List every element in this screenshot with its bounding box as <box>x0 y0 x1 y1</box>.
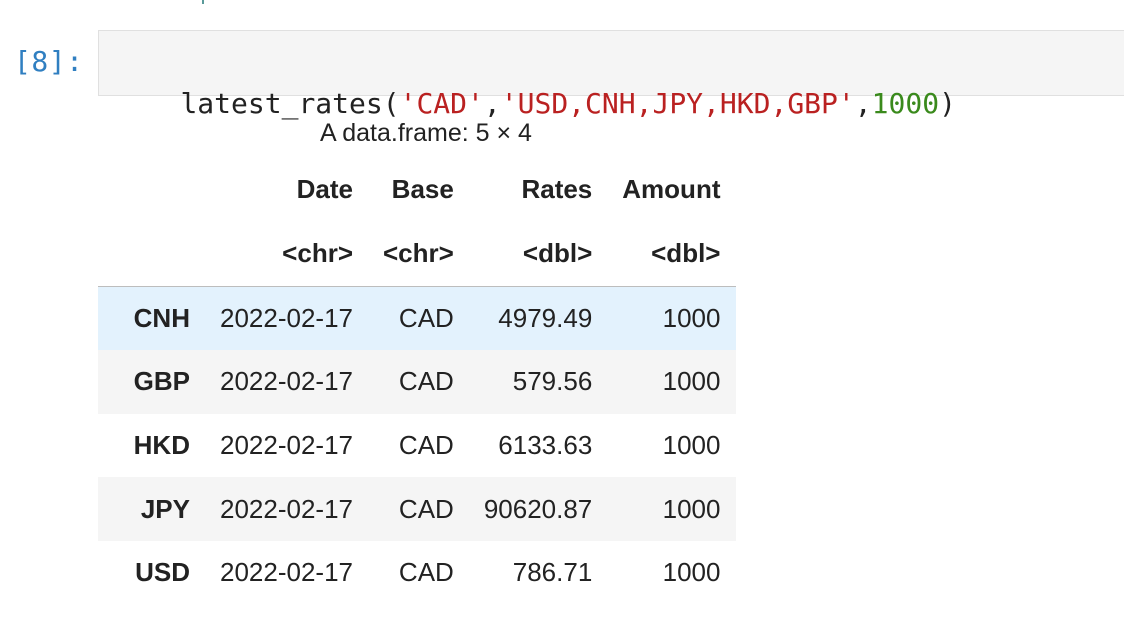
code-token-func: latest_rates( <box>180 87 400 120</box>
cell-amount: 1000 <box>662 493 721 524</box>
row-index: JPY <box>140 493 190 524</box>
cell-base: CAD <box>398 557 454 588</box>
code-token-paren: ) <box>939 87 956 120</box>
cell-rates: 786.71 <box>512 557 593 588</box>
cell-rates: 4979.49 <box>498 303 593 334</box>
table-type-row: <chr> <chr> <dbl> <dbl> <box>98 220 737 287</box>
cell-date: 2022-02-17 <box>220 303 353 334</box>
cell-amount: 1000 <box>662 429 721 460</box>
cell-amount: 1000 <box>662 557 721 588</box>
column-type-rates: <dbl> <box>469 220 609 287</box>
row-index: HKD <box>133 429 190 460</box>
index-type <box>98 220 206 287</box>
code-token-comma: , <box>483 87 501 120</box>
cell-base: CAD <box>398 493 454 524</box>
cell-rates: 6133.63 <box>498 429 593 460</box>
column-header-base: Base <box>391 174 454 204</box>
previous-output-remnant <box>202 0 212 4</box>
cell-rates: 90620.87 <box>483 493 593 524</box>
cell-prompt: [8]: <box>14 45 84 78</box>
cell-date: 2022-02-17 <box>220 557 353 588</box>
code-token-string: 'USD,CNH,JPY,HKD,GBP' <box>500 87 855 120</box>
column-type-amount: <dbl> <box>608 220 737 287</box>
cell-amount: 1000 <box>662 366 721 397</box>
cell-date: 2022-02-17 <box>220 429 353 460</box>
table-row: JPY 2022-02-17 CAD 90620.87 1000 <box>98 477 737 541</box>
cell-rates: 579.56 <box>512 366 593 397</box>
code-token-comma: , <box>854 87 872 120</box>
table-row: CNH 2022-02-17 CAD 4979.49 1000 <box>98 286 737 351</box>
column-type-base: <chr> <box>369 220 470 287</box>
row-index: CNH <box>133 303 190 334</box>
index-header <box>98 158 206 220</box>
table-row: GBP 2022-02-17 CAD 579.56 1000 <box>98 350 737 414</box>
table-row: USD 2022-02-17 CAD 786.71 1000 <box>98 541 736 605</box>
cell-date: 2022-02-17 <box>220 493 353 524</box>
code-token-string: 'CAD' <box>399 87 484 120</box>
table-row: HKD 2022-02-17 CAD 6133.63 1000 <box>98 414 736 478</box>
cell-amount: 1000 <box>662 303 721 334</box>
table-caption: A data.frame: 5 × 4 <box>320 119 532 147</box>
code-token-number: 1000 <box>871 87 940 120</box>
dataframe-table: Date Base Rates Amount <chr> <chr> <dbl>… <box>98 158 737 605</box>
code-line: latest_rates('CAD','USD,CNH,JPY,HKD,GBP'… <box>113 44 956 164</box>
row-index: USD <box>135 557 190 588</box>
column-header-amount: Amount <box>622 174 721 204</box>
column-header-rates: Rates <box>521 174 593 204</box>
table-header-row: Date Base Rates Amount <box>98 158 736 220</box>
column-type-date: <chr> <box>206 220 369 287</box>
code-cell-input[interactable]: latest_rates('CAD','USD,CNH,JPY,HKD,GBP'… <box>98 30 1124 120</box>
cell-base: CAD <box>398 366 454 397</box>
cell-base: CAD <box>398 429 454 460</box>
column-header-date: Date <box>296 174 353 204</box>
cell-base: CAD <box>398 303 454 334</box>
cell-date: 2022-02-17 <box>220 366 353 397</box>
row-index: GBP <box>133 366 190 397</box>
